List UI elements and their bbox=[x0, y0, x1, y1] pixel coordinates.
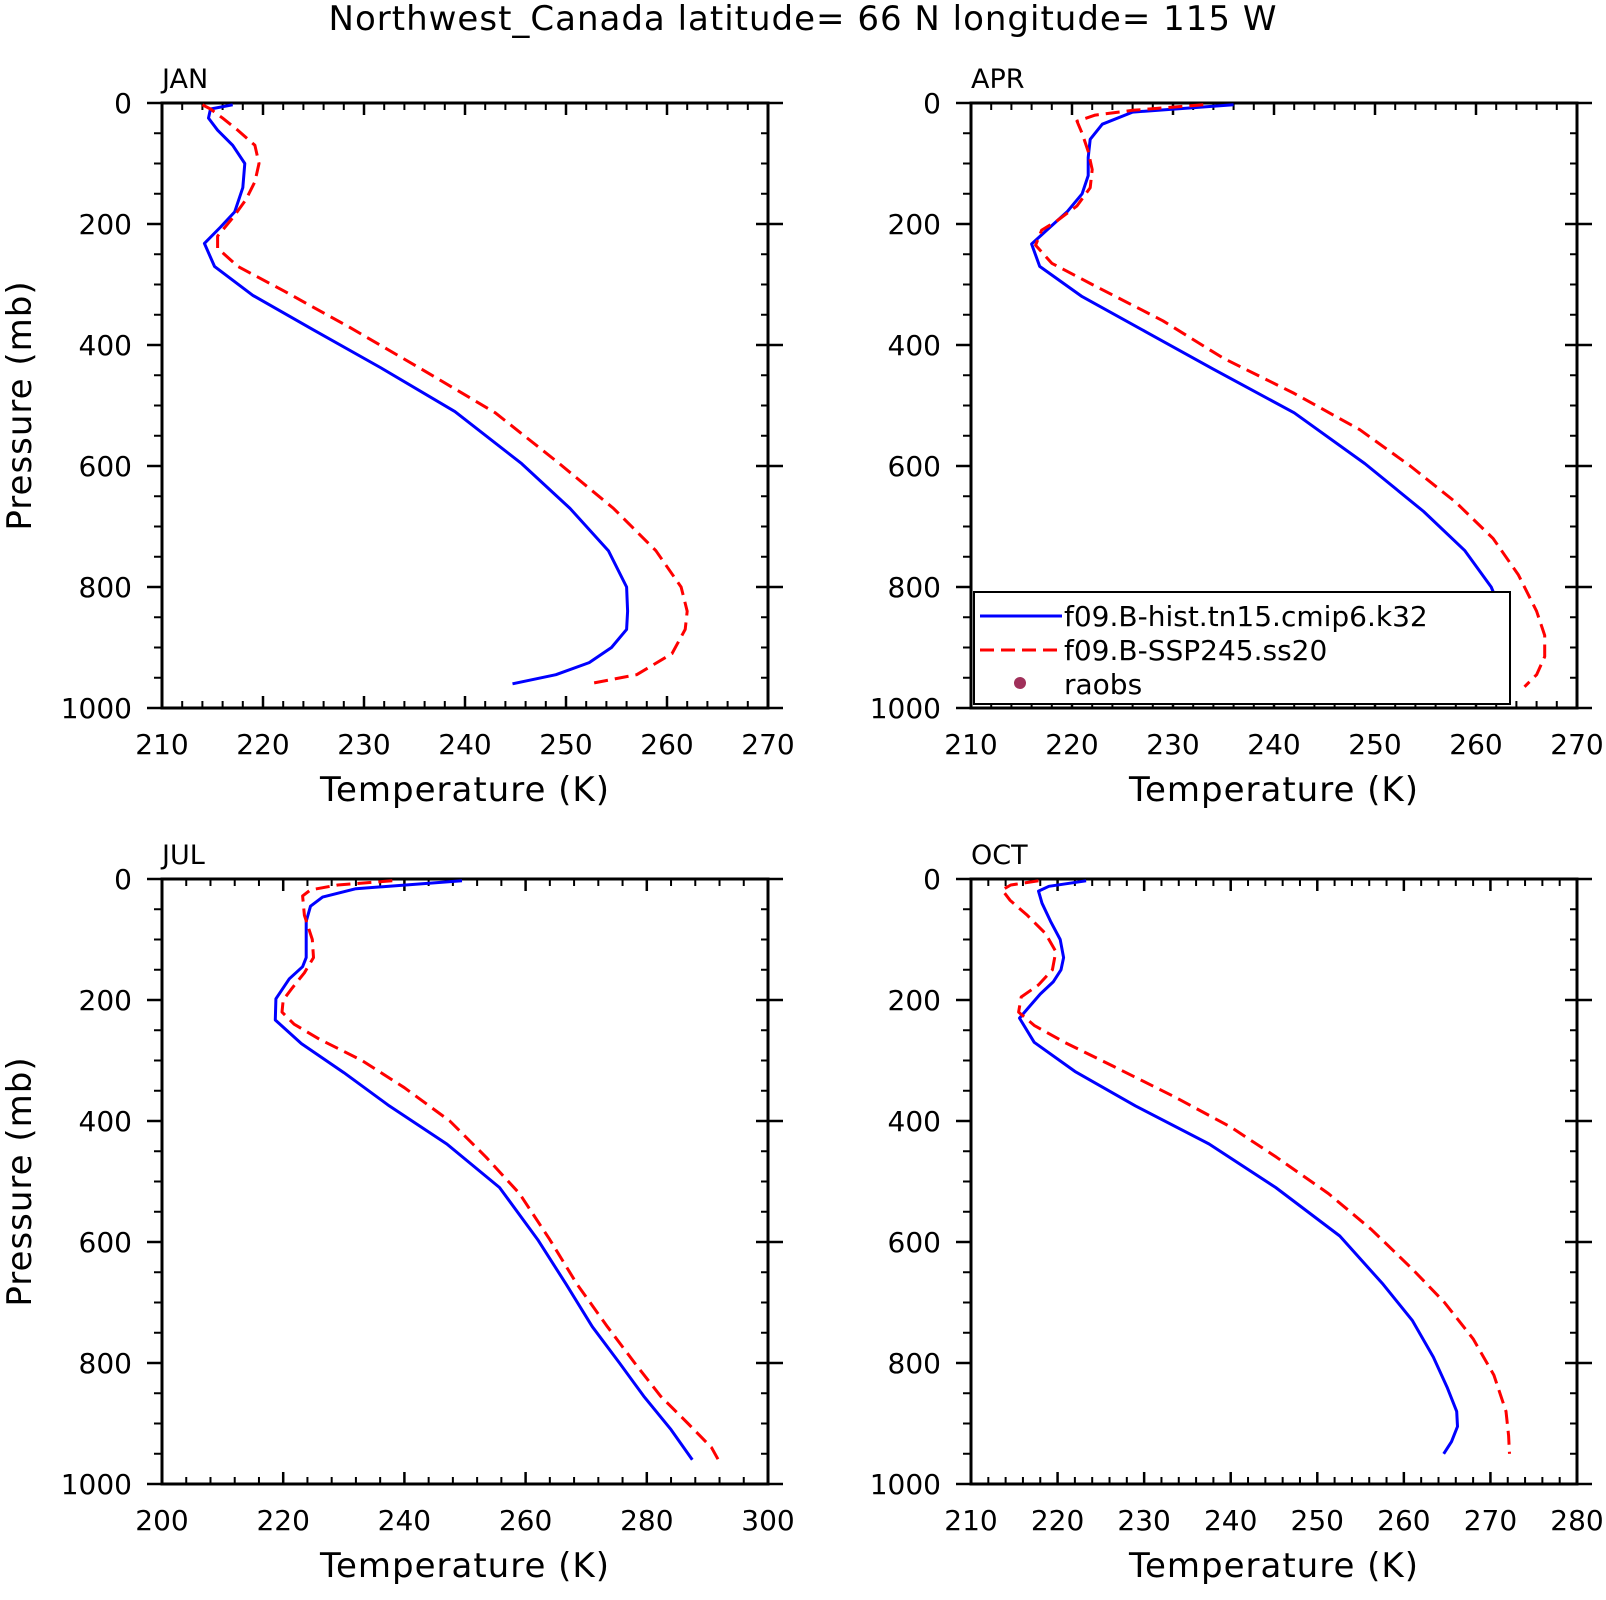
x-axis-label: Temperature (K) bbox=[1128, 1546, 1419, 1586]
x-tick-label: 210 bbox=[944, 728, 997, 761]
x-tick-label: 240 bbox=[438, 728, 491, 761]
legend-label: f09.B-SSP245.ss20 bbox=[1064, 634, 1327, 667]
x-axis-label: Temperature (K) bbox=[319, 770, 610, 810]
x-tick-label: 210 bbox=[135, 728, 188, 761]
x-tick-label: 200 bbox=[135, 1504, 188, 1537]
x-tick-label: 260 bbox=[640, 728, 693, 761]
y-axis-label: Pressure (mb) bbox=[0, 280, 40, 530]
panel-label: JUL bbox=[160, 840, 205, 871]
x-tick-label: 280 bbox=[620, 1504, 673, 1537]
x-tick-label: 280 bbox=[1550, 1504, 1603, 1537]
y-tick-label: 400 bbox=[888, 1105, 941, 1138]
plot-frame bbox=[160, 101, 770, 710]
x-tick-label: 240 bbox=[1204, 1504, 1257, 1537]
y-tick-label: 0 bbox=[114, 863, 132, 896]
panels: 210 220 230 240 250 260 270 0 200 400 600 800 1000 JA… bbox=[0, 64, 1604, 1586]
y-tick-label: 400 bbox=[79, 1105, 132, 1138]
x-tick-label: 220 bbox=[1031, 1504, 1084, 1537]
y-tick-label: 0 bbox=[114, 87, 132, 120]
series-line-ssp245 bbox=[1000, 879, 1511, 1454]
series-line-ssp245 bbox=[201, 103, 689, 686]
legend: f09.B-hist.tn15.cmip6.k32f09.B-SSP245.ss… bbox=[973, 591, 1511, 705]
y-tick-label: 200 bbox=[888, 208, 941, 241]
panel-jul: 200 220 240 260 280 300 0 200 400 600 800 1000 JUL Te… bbox=[0, 840, 795, 1586]
y-axis-label: Pressure (mb) bbox=[0, 1056, 40, 1306]
y-tick-label: 400 bbox=[79, 329, 132, 362]
x-tick-label: 210 bbox=[944, 1504, 997, 1537]
panel-label: APR bbox=[971, 64, 1025, 95]
y-tick-label: 600 bbox=[888, 450, 941, 483]
y-tick-label: 400 bbox=[888, 329, 941, 362]
series-line-hist bbox=[202, 103, 630, 686]
y-tick-label: 1000 bbox=[61, 692, 132, 725]
y-tick-label: 200 bbox=[888, 984, 941, 1017]
panel-jan: 210 220 230 240 250 260 270 0 200 400 600 800 1000 JA… bbox=[0, 64, 795, 810]
x-tick-label: 220 bbox=[1045, 728, 1098, 761]
legend-marker-raobs bbox=[1014, 677, 1026, 689]
x-tick-label: 240 bbox=[378, 1504, 431, 1537]
x-tick-label: 220 bbox=[236, 728, 289, 761]
x-tick-label: 220 bbox=[256, 1504, 309, 1537]
y-tick-label: 800 bbox=[888, 571, 941, 604]
x-tick-label: 250 bbox=[1291, 1504, 1344, 1537]
y-tick-label: 200 bbox=[79, 984, 132, 1017]
y-tick-label: 800 bbox=[79, 571, 132, 604]
y-tick-label: 800 bbox=[79, 1347, 132, 1380]
series-line-ssp245 bbox=[1034, 103, 1547, 688]
x-tick-label: 270 bbox=[1464, 1504, 1517, 1537]
legend-label: f09.B-hist.tn15.cmip6.k32 bbox=[1064, 600, 1428, 633]
y-tick-label: 1000 bbox=[870, 692, 941, 725]
series-line-hist bbox=[1018, 879, 1459, 1455]
x-tick-label: 240 bbox=[1247, 728, 1300, 761]
x-tick-label: 230 bbox=[1117, 1504, 1170, 1537]
x-tick-label: 260 bbox=[1377, 1504, 1430, 1537]
y-tick-label: 0 bbox=[923, 863, 941, 896]
legend-box bbox=[973, 591, 1511, 705]
x-tick-label: 260 bbox=[499, 1504, 552, 1537]
panel-oct: 210 220 230 240 250 260 270 280 0 200 400 600 800 100… bbox=[870, 840, 1604, 1586]
figure-title: Northwest_Canada latitude= 66 N longitud… bbox=[329, 0, 1278, 39]
series-line-ssp245 bbox=[280, 879, 720, 1461]
x-tick-label: 260 bbox=[1449, 728, 1502, 761]
x-tick-label: 270 bbox=[741, 728, 794, 761]
x-tick-label: 230 bbox=[337, 728, 390, 761]
plot-frame bbox=[160, 877, 770, 1486]
y-tick-label: 800 bbox=[888, 1347, 941, 1380]
x-tick-label: 230 bbox=[1146, 728, 1199, 761]
y-tick-label: 1000 bbox=[870, 1468, 941, 1501]
x-tick-label: 250 bbox=[1348, 728, 1401, 761]
y-tick-label: 1000 bbox=[61, 1468, 132, 1501]
panel-label: JAN bbox=[160, 64, 208, 95]
x-axis-label: Temperature (K) bbox=[1128, 770, 1419, 810]
y-tick-label: 200 bbox=[79, 208, 132, 241]
panel-label: OCT bbox=[971, 840, 1028, 871]
y-tick-label: 600 bbox=[79, 1226, 132, 1259]
x-tick-label: 250 bbox=[539, 728, 592, 761]
x-tick-label: 300 bbox=[741, 1504, 794, 1537]
x-tick-label: 270 bbox=[1550, 728, 1603, 761]
y-tick-label: 600 bbox=[79, 450, 132, 483]
series-line-hist bbox=[273, 879, 694, 1461]
x-axis-label: Temperature (K) bbox=[319, 1546, 610, 1586]
y-tick-label: 600 bbox=[888, 1226, 941, 1259]
y-tick-label: 0 bbox=[923, 87, 941, 120]
legend-label: raobs bbox=[1064, 668, 1142, 701]
